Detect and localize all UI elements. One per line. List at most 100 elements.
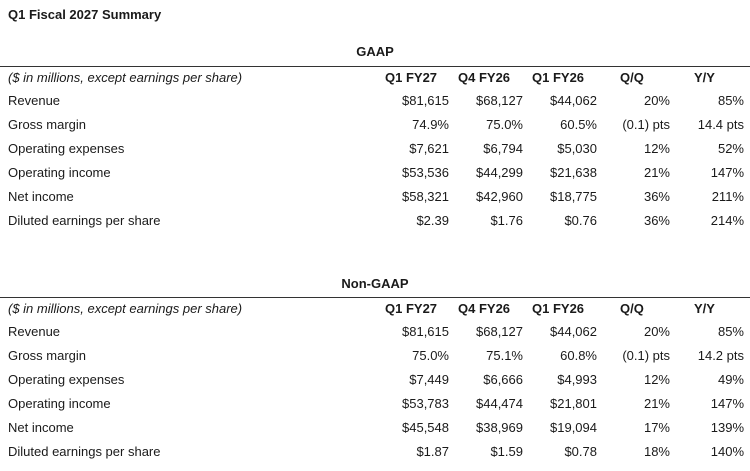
table-cell: $81,615 [402,93,449,108]
col-header-q4fy26: Q4 FY26 [458,301,511,316]
table-cell: 36% [643,189,670,204]
table-cell: $21,801 [550,396,597,411]
table-row: Operating income $53,783 $44,474 $21,801 21%… [0,392,750,416]
table-cell: $7,449 [409,372,449,387]
table-cell: $44,474 [476,396,523,411]
table-cell: $2.39 [416,213,449,228]
nongaap-table: ($ in millions, except earnings per shar… [0,297,750,464]
table-cell: $68,127 [476,93,523,108]
col-header-q1fy26: Q1 FY26 [532,70,585,85]
table-cell: $6,794 [483,141,523,156]
table-cell: 60.5% [560,117,597,132]
row-label: Revenue [8,93,61,108]
col-header-yy: Y/Y [694,301,715,316]
gaap-table: ($ in millions, except earnings per shar… [0,66,750,233]
table-row: Gross margin 74.9% 75.0% 60.5% (0.1) pts 14.4… [0,113,750,137]
table-cell: $53,536 [402,165,449,180]
table-cell: $1.59 [490,444,523,459]
table-cell: 12% [643,372,670,387]
row-label: Net income [8,420,74,435]
row-label: Diluted earnings per share [8,444,161,459]
col-header-q1fy27: Q1 FY27 [385,70,438,85]
table-cell: $58,321 [402,189,449,204]
table-cell: $44,062 [550,93,597,108]
nongaap-header-row: ($ in millions, except earnings per shar… [0,297,750,320]
nongaap-heading: Non-GAAP [341,276,409,291]
table-cell: $53,783 [402,396,449,411]
table-cell: 21% [643,165,670,180]
table-cell: 21% [643,396,670,411]
page-title: Q1 Fiscal 2027 Summary [8,7,162,22]
table-cell: $18,775 [550,189,597,204]
table-cell: 17% [643,420,670,435]
table-cell: 74.9% [412,117,449,132]
table-cell: 18% [643,444,670,459]
table-cell: $19,094 [550,420,597,435]
col-header-qq: Q/Q [620,70,644,85]
table-row: Diluted earnings per share $2.39 $1.76 $0.7… [0,209,750,233]
table-cell: $4,993 [557,372,597,387]
table-cell: (0.1) pts [622,348,670,363]
unit-note: ($ in millions, except earnings per shar… [8,70,243,85]
table-cell: $42,960 [476,189,523,204]
table-cell: 214% [710,213,744,228]
table-cell: 20% [643,93,670,108]
table-row: Diluted earnings per share $1.87 $1.59 $0.7… [0,440,750,464]
table-cell: 60.8% [560,348,597,363]
table-row: Net income $45,548 $38,969 $19,094 17% 139% [0,416,750,440]
table-cell: 147% [710,165,744,180]
row-label: Revenue [8,324,61,339]
col-header-qq: Q/Q [620,301,644,316]
table-cell: 211% [711,189,744,204]
row-label: Operating expenses [8,141,125,156]
table-cell: $6,666 [483,372,523,387]
table-row: Operating income $53,536 $44,299 $21,638 21%… [0,161,750,185]
table-cell: 140% [710,444,744,459]
table-cell: 75.1% [486,348,523,363]
table-cell: 139% [710,420,744,435]
table-cell: $21,638 [550,165,597,180]
table-cell: 75.0% [412,348,449,363]
table-row: Operating expenses $7,621 $6,794 $5,030 12% 5… [0,137,750,161]
table-cell: 85% [717,93,744,108]
gaap-heading: GAAP [356,44,394,59]
table-cell: $5,030 [557,141,597,156]
table-row: Gross margin 75.0% 75.1% 60.8% (0.1) pts 14.2… [0,344,750,368]
table-cell: 147% [710,396,744,411]
row-label: Net income [8,189,74,204]
col-header-q1fy26: Q1 FY26 [532,301,585,316]
table-row: Revenue $81,615 $68,127 $44,062 20% 85% [0,89,750,113]
row-label: Diluted earnings per share [8,213,161,228]
col-header-q1fy27: Q1 FY27 [385,301,438,316]
table-cell: 20% [643,324,670,339]
table-cell: $81,615 [402,324,449,339]
row-label: Gross margin [8,117,87,132]
table-cell: 49% [717,372,744,387]
table-cell: $7,621 [409,141,449,156]
table-cell: $68,127 [476,324,523,339]
unit-note: ($ in millions, except earnings per shar… [8,301,243,316]
table-cell: 52% [717,141,744,156]
table-cell: 12% [643,141,670,156]
table-cell: 75.0% [486,117,523,132]
table-row: Revenue $81,615 $68,127 $44,062 20% 85% [0,320,750,344]
row-label: Operating income [8,165,111,180]
table-cell: $44,062 [550,324,597,339]
gaap-header-row: ($ in millions, except earnings per shar… [0,66,750,89]
table-cell: $45,548 [402,420,449,435]
table-cell: $0.78 [564,444,597,459]
table-cell: 14.4 pts [697,117,744,132]
table-cell: $38,969 [476,420,523,435]
table-cell: $1.87 [416,444,449,459]
table-row: Net income $58,321 $42,960 $18,775 36% 211% [0,185,750,209]
table-cell: $1.76 [490,213,523,228]
col-header-q4fy26: Q4 FY26 [458,70,511,85]
col-header-yy: Y/Y [694,70,715,85]
table-cell: 36% [643,213,670,228]
row-label: Gross margin [8,348,87,363]
table-cell: 14.2 pts [697,348,744,363]
table-cell: 85% [717,324,744,339]
table-cell: $44,299 [476,165,523,180]
row-label: Operating income [8,396,111,411]
row-label: Operating expenses [8,372,125,387]
